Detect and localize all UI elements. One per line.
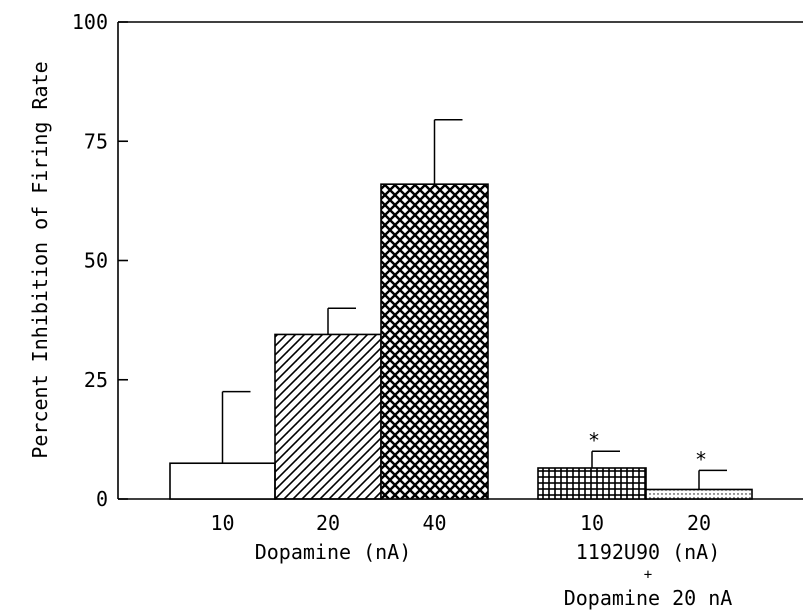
category-label: 40 (422, 511, 446, 535)
group-label-dopamine-20na: Dopamine 20 nA (564, 586, 733, 610)
bar (169, 462, 276, 500)
y-tick-label: 50 (84, 249, 108, 273)
group-label-plus: + (644, 567, 652, 583)
bar (645, 488, 753, 500)
category-label: 10 (210, 511, 234, 535)
y-axis-ticks: 0 25 50 75 100 (72, 10, 128, 511)
bars-layer: ** (169, 119, 753, 500)
y-tick-label: 25 (84, 368, 108, 392)
significance-marker: * (695, 447, 707, 471)
y-tick-label: 0 (96, 487, 108, 511)
bar (537, 467, 647, 500)
y-tick-label: 75 (84, 129, 108, 153)
x-axis-labels: 10 20 40 10 20 Dopamine (nA) 1192U90 (nA) + Dopa… (210, 511, 732, 610)
bar (274, 333, 382, 500)
bar (380, 183, 489, 500)
category-label: 10 (580, 511, 604, 535)
y-axis-label: Percent Inhibition of Firing Rate (28, 61, 52, 458)
group-label-dopamine: Dopamine (nA) (255, 540, 412, 564)
group-label-1192u90: 1192U90 (nA) (576, 540, 721, 564)
category-label: 20 (687, 511, 711, 535)
y-tick-label: 100 (72, 10, 108, 34)
category-label: 20 (316, 511, 340, 535)
significance-marker: * (588, 428, 600, 452)
